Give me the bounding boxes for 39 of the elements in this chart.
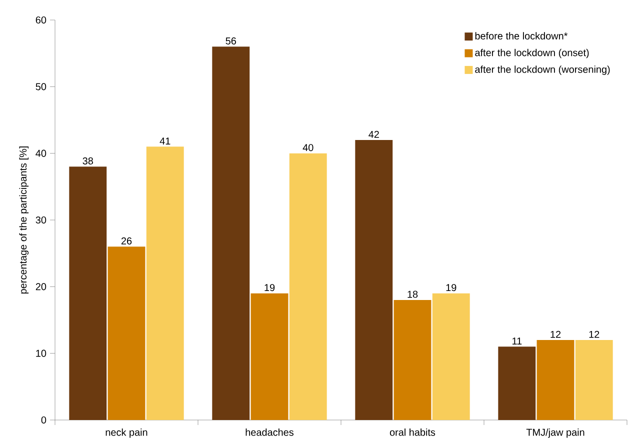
bar <box>146 146 184 420</box>
y-tick-label: 10 <box>36 350 46 357</box>
bar <box>355 140 393 420</box>
bar <box>108 246 146 420</box>
legend-label: before the lockdown* <box>475 32 568 40</box>
bar <box>212 46 250 420</box>
data-label: 40 <box>302 144 314 152</box>
data-label: 41 <box>160 138 170 144</box>
y-tick-label: 20 <box>36 283 46 290</box>
data-label: 11 <box>512 338 522 344</box>
bar <box>250 293 288 420</box>
bar <box>575 340 613 420</box>
data-label: 12 <box>589 330 600 338</box>
x-tick-label: neck pain <box>106 428 148 438</box>
bar <box>432 293 470 420</box>
data-label: 26 <box>121 237 132 244</box>
y-tick-label: 60 <box>36 16 46 24</box>
bar <box>69 166 107 420</box>
data-label: 38 <box>82 157 93 164</box>
y-tick-label: 30 <box>36 216 46 224</box>
bar <box>289 153 327 420</box>
x-tick-label: TMJ/jaw pain <box>526 428 584 438</box>
y-tick-label: 50 <box>36 83 46 90</box>
x-tick-label: headaches <box>246 428 294 436</box>
y-tick-label: 40 <box>36 150 46 157</box>
data-label: 42 <box>368 130 379 138</box>
y-axis-title: percentage of the participants [%] <box>19 146 29 294</box>
data-label: 56 <box>226 37 236 44</box>
data-label: 12 <box>550 330 561 338</box>
data-label: 19 <box>446 284 456 292</box>
legend-label: after the lockdown (worsening) <box>475 66 610 75</box>
legend-label: after the lockdown (onset) <box>475 48 589 58</box>
data-label: 18 <box>408 290 418 298</box>
bar <box>536 340 574 420</box>
data-label: 19 <box>264 284 275 292</box>
x-tick-label: oral habits <box>390 428 436 436</box>
bar <box>498 346 536 420</box>
y-tick-label: 0 <box>41 416 46 424</box>
bar <box>394 300 432 420</box>
